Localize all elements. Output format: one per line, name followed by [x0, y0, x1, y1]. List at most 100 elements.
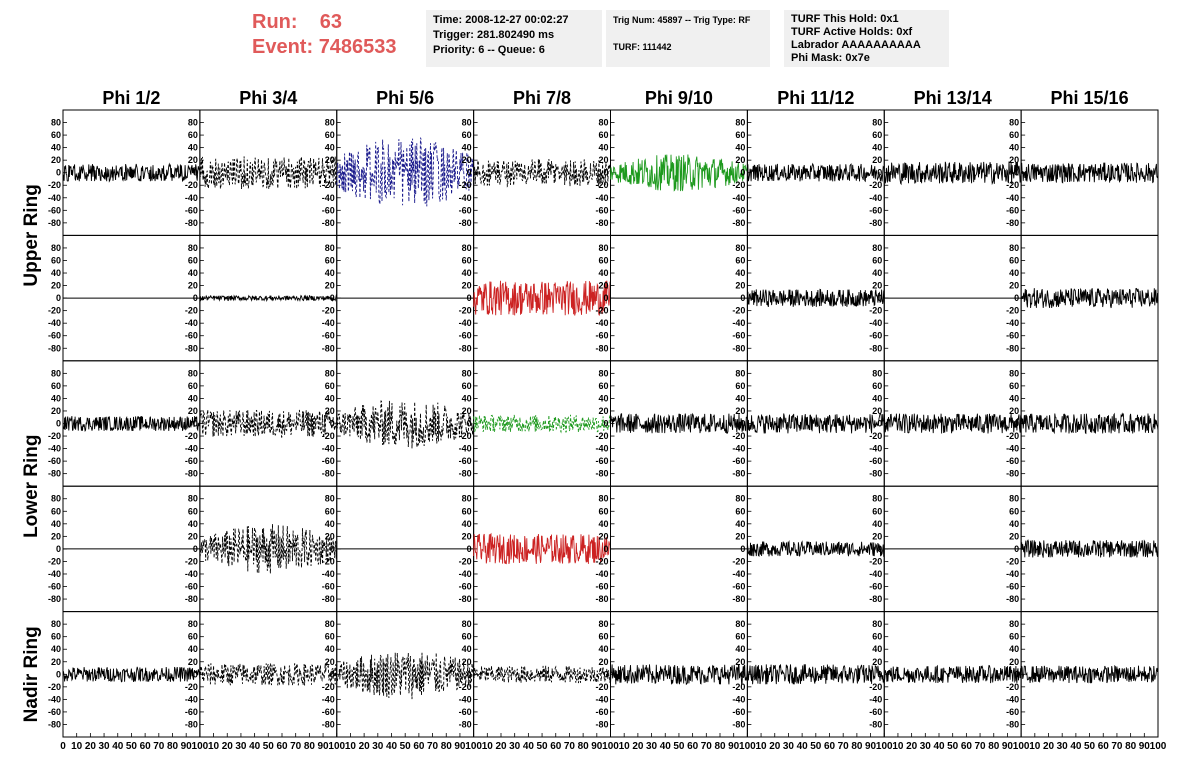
- y-tick-label: 40: [735, 143, 745, 153]
- y-tick-label: -60: [595, 331, 608, 341]
- waveform: [473, 532, 611, 565]
- y-tick-label: 0: [603, 544, 608, 554]
- y-tick-label: 20: [735, 531, 745, 541]
- y-tick-label: -80: [732, 594, 745, 604]
- y-tick-label: 0: [56, 544, 61, 554]
- y-tick-label: -80: [322, 469, 335, 479]
- y-tick-label: -40: [185, 444, 198, 454]
- y-tick-label: 60: [872, 130, 882, 140]
- y-tick-label: 60: [872, 632, 882, 642]
- y-tick-label: 0: [603, 293, 608, 303]
- y-tick-label: 20: [462, 155, 472, 165]
- y-tick-label: 20: [735, 155, 745, 165]
- y-tick-label: 40: [188, 268, 198, 278]
- y-tick-label: -60: [185, 582, 198, 592]
- trig-info-box: Trig Num: 45897 -- Trig Type: RF TURF: 1…: [606, 10, 770, 67]
- x-tick-label: 50: [810, 741, 822, 752]
- y-tick-label: -80: [459, 343, 472, 353]
- y-tick-label: 0: [330, 293, 335, 303]
- y-tick-label: 0: [467, 544, 472, 554]
- y-tick-label: -40: [48, 193, 61, 203]
- y-tick-label: 60: [325, 255, 335, 265]
- x-tick-label: 80: [988, 741, 1000, 752]
- y-tick-label: -40: [595, 444, 608, 454]
- y-tick-label: 0: [740, 419, 745, 429]
- y-tick-label: 80: [872, 243, 882, 253]
- y-tick-label: 20: [1009, 155, 1019, 165]
- y-tick-label: 0: [877, 293, 882, 303]
- y-tick-label: 0: [193, 293, 198, 303]
- y-tick-label: -20: [459, 682, 472, 692]
- y-tick-label: -80: [1006, 469, 1019, 479]
- waveform: [336, 652, 474, 700]
- y-tick-label: 20: [735, 657, 745, 667]
- y-tick-label: -20: [185, 180, 198, 190]
- y-tick-label: -80: [322, 343, 335, 353]
- y-tick-label: -20: [1006, 180, 1019, 190]
- y-tick-label: 20: [598, 281, 608, 291]
- waveform: [883, 161, 1022, 186]
- y-tick-label: 60: [188, 130, 198, 140]
- y-tick-label: 80: [735, 243, 745, 253]
- y-tick-label: -40: [869, 318, 882, 328]
- turf-info-box: TURF This Hold: 0x1 TURF Active Holds: 0…: [784, 10, 949, 67]
- waveform: [1020, 539, 1159, 558]
- y-tick-label: 0: [877, 168, 882, 178]
- y-tick-label: -20: [1006, 682, 1019, 692]
- ring-label: Nadir Ring: [21, 626, 42, 722]
- y-tick-label: -20: [48, 682, 61, 692]
- y-tick-label: 80: [872, 619, 882, 629]
- x-tick-label: 50: [263, 741, 275, 752]
- waveform: [610, 412, 748, 434]
- x-tick-label: 100: [192, 741, 209, 752]
- y-tick-label: 60: [735, 381, 745, 391]
- x-tick-label: 50: [947, 741, 959, 752]
- x-tick-label: 10: [482, 741, 494, 752]
- column-header: Phi 5/6: [376, 88, 434, 108]
- y-tick-label: 40: [188, 519, 198, 529]
- waveform: [610, 664, 748, 686]
- y-tick-label: 40: [462, 268, 472, 278]
- y-tick-label: 20: [51, 281, 61, 291]
- column-header: Phi 9/10: [645, 88, 713, 108]
- x-tick-label: 30: [1057, 741, 1069, 752]
- y-tick-label: 20: [188, 657, 198, 667]
- x-tick-label: 60: [140, 741, 152, 752]
- y-tick-label: -20: [732, 556, 745, 566]
- y-tick-label: -40: [185, 318, 198, 328]
- y-tick-label: 60: [735, 506, 745, 516]
- y-tick-label: 40: [598, 143, 608, 153]
- y-tick-label: 20: [598, 531, 608, 541]
- x-tick-label: 80: [1125, 741, 1137, 752]
- y-tick-label: -20: [48, 180, 61, 190]
- x-tick-label: 20: [359, 741, 371, 752]
- y-tick-label: 20: [462, 406, 472, 416]
- y-tick-label: 0: [56, 293, 61, 303]
- turf-hold-line: TURF This Hold: 0x1: [791, 13, 899, 25]
- y-tick-label: 60: [51, 381, 61, 391]
- y-tick-label: 40: [51, 143, 61, 153]
- y-tick-label: 60: [598, 255, 608, 265]
- x-tick-label: 40: [386, 741, 398, 752]
- y-tick-label: 60: [1009, 255, 1019, 265]
- x-tick-label: 90: [728, 741, 740, 752]
- column-header: Phi 13/14: [914, 88, 992, 108]
- y-tick-label: 80: [188, 494, 198, 504]
- y-tick-label: 0: [1014, 168, 1019, 178]
- y-tick-label: -20: [869, 180, 882, 190]
- column-header: Phi 7/8: [513, 88, 571, 108]
- y-tick-label: 80: [462, 118, 472, 128]
- waveform: [883, 664, 1022, 684]
- y-tick-label: -40: [322, 569, 335, 579]
- time-info-box: Time: 2008-12-27 00:02:27 Trigger: 281.8…: [426, 10, 602, 67]
- y-tick-label: -40: [48, 318, 61, 328]
- y-tick-label: 80: [1009, 368, 1019, 378]
- y-tick-label: -80: [869, 469, 882, 479]
- y-tick-label: 0: [603, 669, 608, 679]
- y-tick-label: 20: [188, 281, 198, 291]
- y-tick-label: 20: [872, 531, 882, 541]
- y-tick-label: 60: [188, 632, 198, 642]
- y-tick-label: 60: [188, 506, 198, 516]
- y-tick-label: -20: [869, 556, 882, 566]
- y-tick-label: 0: [330, 419, 335, 429]
